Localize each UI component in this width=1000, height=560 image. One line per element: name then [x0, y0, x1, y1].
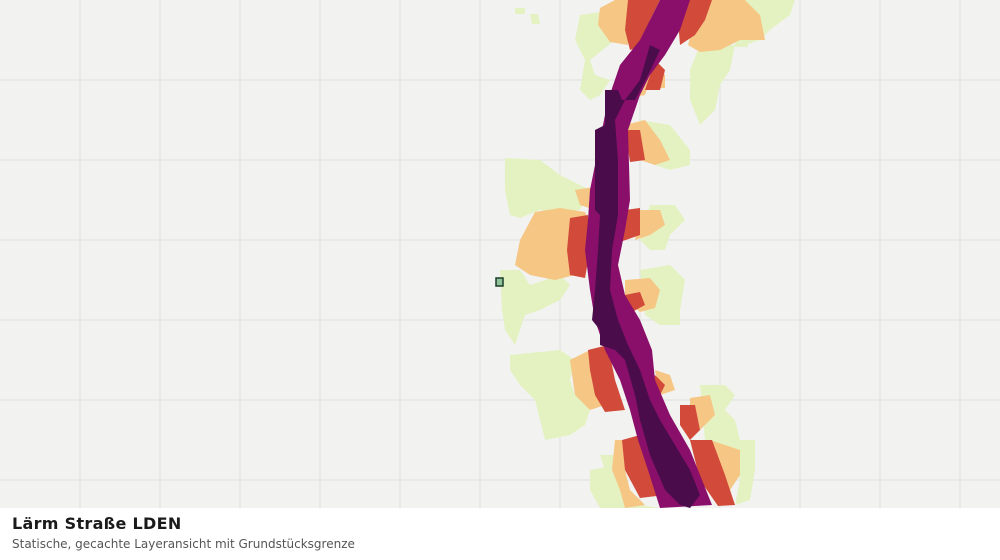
parcel-boundary	[495, 277, 504, 287]
noise-zone-very-high	[585, 0, 712, 508]
layer-title: Lärm Straße LDEN	[12, 514, 182, 533]
layer-subtitle: Statische, gecachte Layeransicht mit Gru…	[12, 537, 355, 551]
legend-panel: Lärm Straße LDEN Statische, gecachte Lay…	[0, 508, 1000, 560]
noise-zone-extreme	[592, 45, 700, 508]
noise-zone-high	[567, 0, 735, 506]
noise-zone-low	[500, 0, 795, 508]
